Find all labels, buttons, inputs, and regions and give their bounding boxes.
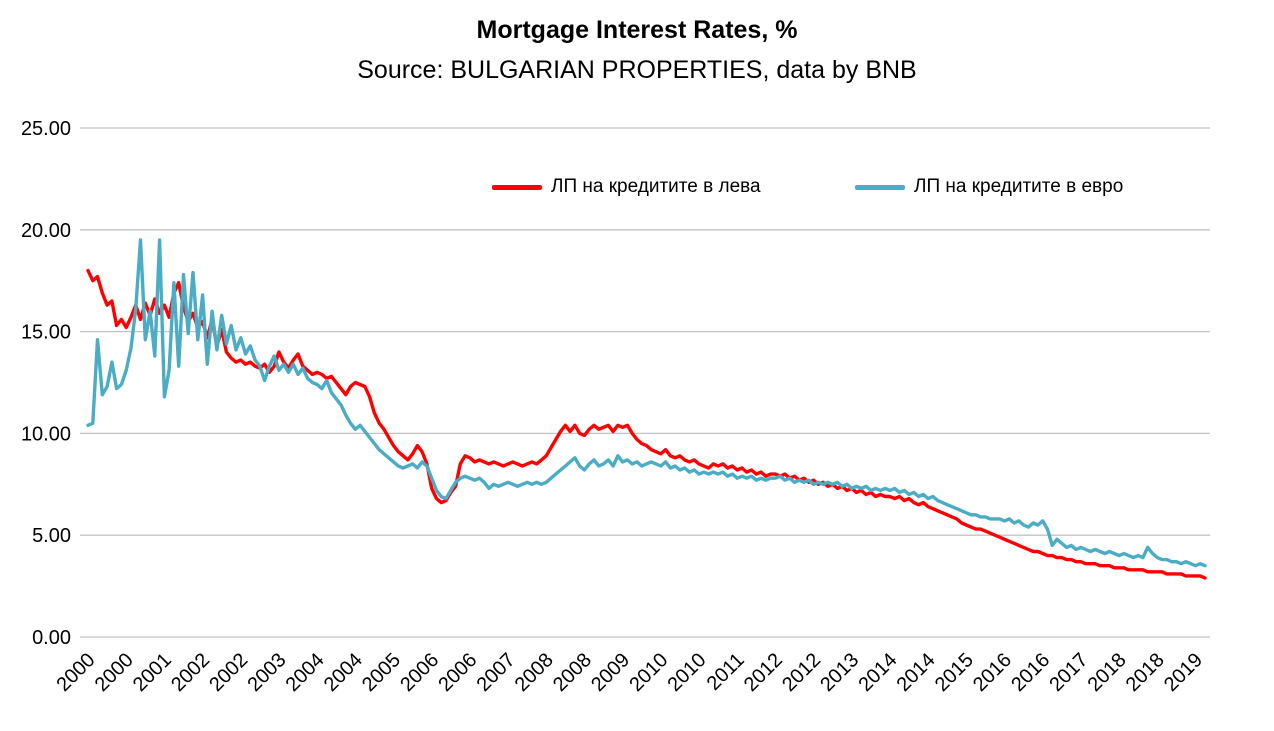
y-axis-tick-label: 15.00 xyxy=(21,322,71,344)
legend-item-evro: ЛП на кредитите в евро xyxy=(855,176,1123,198)
x-axis-tick-label: 2001 xyxy=(129,649,176,696)
x-axis-tick-label: 2010 xyxy=(664,649,711,696)
y-axis-tick-label: 5.00 xyxy=(32,525,71,547)
series-line-1 xyxy=(86,238,1207,568)
x-axis-tick-label: 2016 xyxy=(969,649,1016,696)
x-axis-tick-label: 2017 xyxy=(1045,649,1092,696)
x-axis-tick-label: 2013 xyxy=(816,649,863,696)
y-axis-tick-label: 20.00 xyxy=(21,220,71,242)
x-axis-tick-label: 2018 xyxy=(1084,649,1131,696)
x-axis-tick-label: 2007 xyxy=(473,649,520,696)
x-axis-tick-label: 2004 xyxy=(320,649,367,696)
x-axis-tick-label: 2006 xyxy=(396,649,443,696)
x-axis-tick-label: 2009 xyxy=(587,649,634,696)
chart-subtitle: Source: BULGARIAN PROPERTIES, data by BN… xyxy=(357,56,917,84)
x-axis-tick-label: 2012 xyxy=(778,649,825,696)
series-line-0 xyxy=(86,268,1207,580)
y-axis-tick-label: 25.00 xyxy=(21,118,71,140)
x-axis-tick-label: 2006 xyxy=(434,649,481,696)
x-axis-tick-label: 2005 xyxy=(358,649,405,696)
x-axis-tick-label: 2004 xyxy=(282,649,329,696)
x-axis-tick-label: 2015 xyxy=(931,649,978,696)
x-axis-tick-label: 2012 xyxy=(740,649,787,696)
x-axis-tick-label: 2002 xyxy=(167,649,214,696)
x-axis-tick-label: 2014 xyxy=(893,649,940,696)
legend-label-leva: ЛП на кредитите в лева xyxy=(551,176,761,197)
x-axis-tick-label: 2002 xyxy=(205,649,252,696)
y-axis-tick-label: 0.00 xyxy=(32,627,71,649)
legend-item-leva: ЛП на кредитите в лева xyxy=(492,176,761,198)
x-axis-tick-label: 2008 xyxy=(549,649,596,696)
x-axis-tick-label: 2011 xyxy=(703,649,749,695)
legend-swatch-leva xyxy=(492,184,542,190)
chart-title: Mortgage Interest Rates, % xyxy=(476,16,798,44)
legend-label-evro: ЛП на кредитите в евро xyxy=(914,176,1124,197)
y-axis-tick-label: 10.00 xyxy=(21,423,71,445)
x-axis-tick-label: 2000 xyxy=(53,649,100,696)
x-axis-tick-label: 2010 xyxy=(625,649,672,696)
x-axis-tick-label: 2003 xyxy=(243,649,290,696)
x-axis-tick-label: 2018 xyxy=(1122,649,1169,696)
x-axis-tick-label: 2000 xyxy=(91,649,138,696)
x-axis-tick-label: 2014 xyxy=(854,649,901,696)
x-axis-tick-label: 2019 xyxy=(1160,649,1207,696)
x-axis-tick-label: 2016 xyxy=(1007,649,1054,696)
legend-swatch-evro xyxy=(855,184,905,190)
x-axis-tick-label: 2008 xyxy=(511,649,558,696)
